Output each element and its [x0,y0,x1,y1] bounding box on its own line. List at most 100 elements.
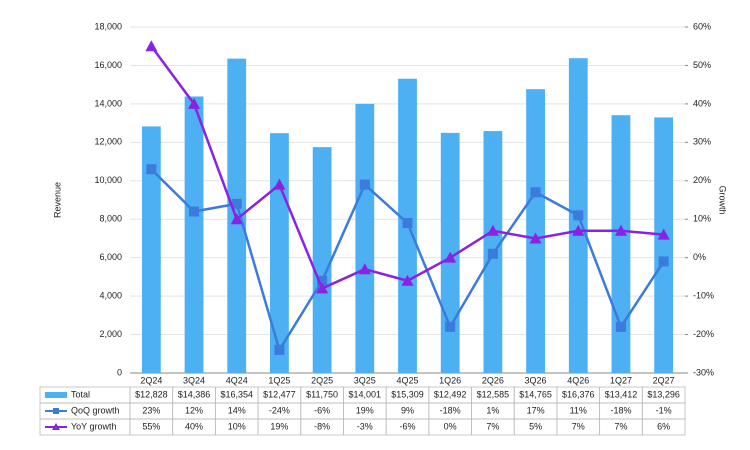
bar [611,115,631,373]
table-value: 1% [486,405,499,415]
y-tick-label: 8,000 [99,214,122,224]
table-value: 9% [401,405,414,415]
y2-tick-label: 60% [693,21,711,31]
x-tick-label: 2Q26 [482,375,504,385]
table-value: -3% [357,421,373,431]
table-value: $16,376 [562,389,595,399]
x-tick-label: 3Q25 [354,375,376,385]
table-value: $13,412 [605,389,638,399]
table-value: 55% [142,421,160,431]
y2-tick-label: 10% [693,214,711,224]
marker [444,251,457,263]
x-tick-label: 4Q25 [396,375,418,385]
table-value: $12,492 [434,389,467,399]
marker [273,178,286,190]
table-value: 7% [614,421,627,431]
table-value: $13,296 [647,389,680,399]
y-tick-label: 10,000 [94,175,122,185]
table-value: $12,828 [135,389,168,399]
marker [358,263,371,275]
table-value: $14,001 [349,389,382,399]
marker [230,213,243,225]
table-value: 12% [185,405,203,415]
marker [317,275,328,286]
marker [402,218,413,229]
table-value: -18% [440,405,461,415]
marker [657,228,670,240]
y2-tick-label: -10% [693,290,714,300]
marker [274,344,285,355]
table-value: 10% [228,421,246,431]
marker [231,198,242,209]
table-value: 7% [486,421,499,431]
x-tick-label: 1Q26 [439,375,461,385]
table-value: $16,354 [220,389,253,399]
table-value: $14,386 [178,389,211,399]
table-value: 17% [527,405,545,415]
marker [146,164,157,175]
marker [145,40,158,52]
y-tick-label: 0 [117,367,122,377]
marker [658,256,669,267]
y-tick-label: 2,000 [99,329,122,339]
y2-tick-label: 40% [693,98,711,108]
y-tick-label: 18,000 [94,21,122,31]
table-value: 19% [356,405,374,415]
bar [355,103,375,374]
marker [486,224,499,236]
table-value: -24% [269,405,290,415]
y-tick-label: 14,000 [94,98,122,108]
table-value: 14% [228,405,246,415]
y2-tick-label: 50% [693,60,711,70]
legend-swatch [45,392,67,398]
table-value: $15,309 [391,389,424,399]
x-tick-label: 3Q26 [525,375,547,385]
table-value: -1% [656,405,672,415]
marker [188,97,201,109]
y-tick-label: 6,000 [99,252,122,262]
bar [526,89,545,373]
y-axis-title: Revenue [52,182,62,218]
legend-label: QoQ growth [71,405,120,415]
y2-axis-title: Growth [718,185,728,214]
x-tick-label: 3Q24 [183,375,205,385]
table-cell [641,418,686,436]
marker [189,206,200,217]
table-value: 11% [570,405,587,415]
legend-marker [52,423,60,430]
y-tick-label: 4,000 [99,290,122,300]
marker [529,232,542,244]
y2-tick-label: -30% [693,367,714,377]
table-value: -18% [610,405,631,415]
marker [614,224,627,236]
table-value: $12,477 [263,389,296,399]
legend-marker [53,408,59,414]
bar [141,126,161,374]
table-value: $11,750 [306,389,338,399]
table-value: 19% [270,421,288,431]
marker [445,321,456,332]
table-value: -6% [314,405,330,415]
legend-label: YoY growth [71,421,117,431]
bar [312,147,332,373]
table-value: 5% [529,421,542,431]
marker [359,179,370,190]
x-tick-label: 2Q24 [140,375,162,385]
y-tick-label: 16,000 [94,60,122,70]
table-value: 6% [657,421,670,431]
table-value: $14,765 [519,389,552,399]
x-tick-label: 2Q25 [311,375,333,385]
y2-tick-label: 30% [693,137,711,147]
table-value: -6% [399,421,415,431]
table-value: -8% [314,421,330,431]
marker [572,224,585,236]
x-tick-label: 2Q27 [653,375,675,385]
marker [573,210,584,221]
marker [530,187,541,198]
x-tick-label: 1Q25 [268,375,290,385]
marker [316,282,329,294]
x-tick-label: 4Q26 [567,375,589,385]
table-value: 0% [444,421,457,431]
x-tick-label: 4Q24 [226,375,248,385]
bar [184,96,204,373]
